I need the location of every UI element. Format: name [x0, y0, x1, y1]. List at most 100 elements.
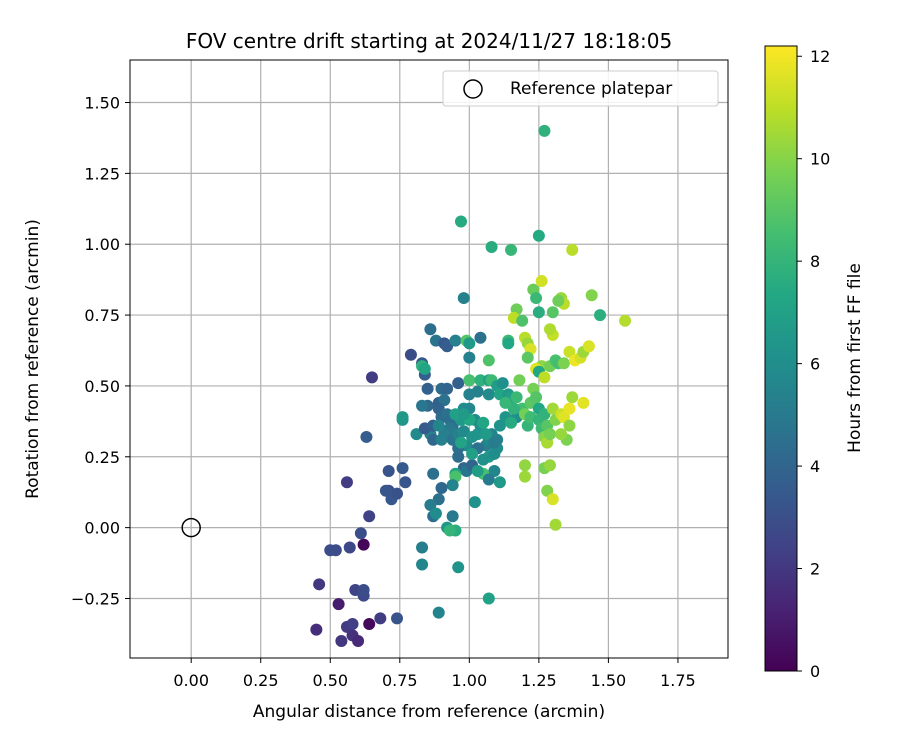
scatter-point [435, 433, 448, 446]
scatter-point [360, 430, 373, 443]
scatter-point [485, 241, 498, 254]
scatter-point [457, 292, 470, 305]
scatter-point [454, 215, 467, 228]
scatter-point [619, 314, 632, 327]
scatter-point [516, 314, 529, 327]
scatter-point [518, 470, 531, 483]
plot-frame [129, 59, 729, 659]
scatter-point [488, 447, 501, 460]
colorbar-tick-label: 4 [810, 457, 820, 476]
scatter-point [463, 337, 476, 350]
scatter-point [432, 606, 445, 619]
scatter-point [396, 462, 409, 475]
x-axis-title: Angular distance from reference (arcmin) [253, 702, 605, 722]
scatter-point [499, 396, 512, 409]
scatter-point [443, 524, 456, 537]
colorbar-tick-label: 2 [810, 560, 820, 579]
colorbar-gradient [764, 45, 798, 672]
scatter-point [471, 385, 484, 398]
scatter-point [557, 411, 570, 424]
scatter-point [468, 496, 481, 509]
scatter-point [546, 493, 559, 506]
x-tick-label: 0.00 [173, 671, 209, 690]
scatter-point [538, 371, 551, 384]
scatter-point [513, 374, 526, 387]
scatter-point [457, 408, 470, 421]
scatter-point [518, 459, 531, 472]
legend-box [442, 70, 719, 107]
scatter-point [435, 481, 448, 494]
colorbar-tick-label: 10 [810, 150, 830, 169]
scatter-point [441, 382, 454, 395]
scatter-point [391, 612, 404, 625]
scatter-point [324, 544, 337, 557]
scatter-point [363, 617, 376, 630]
scatter-point [429, 507, 442, 520]
scatter-point [493, 419, 506, 432]
scatter-point [452, 450, 465, 463]
scatter-point [449, 408, 462, 421]
chart-title: FOV centre drift starting at 2024/11/27 … [186, 29, 672, 53]
reference-point-marker [181, 517, 201, 538]
x-tick-label: 0.50 [312, 671, 348, 690]
scatter-point [482, 354, 495, 367]
scatter-point [446, 510, 459, 523]
scatter-point [454, 436, 467, 449]
scatter-point [477, 453, 490, 466]
scatter-point [416, 399, 429, 412]
scatter-point [474, 331, 487, 344]
colorbar-tick-label: 12 [810, 47, 830, 66]
y-axis-title: Rotation from reference (arcmin) [23, 219, 43, 499]
scatter-point [543, 459, 556, 472]
scatter-point [546, 306, 559, 319]
y-tick-label: 0.75 [84, 306, 120, 325]
y-tick-label: 0.25 [84, 448, 120, 467]
scatter-point [354, 527, 367, 540]
scatter-point [530, 292, 543, 305]
y-tick-label: 0.50 [84, 377, 120, 396]
scatter-point [563, 345, 576, 358]
scatter-point [577, 396, 590, 409]
y-axis-ticks: −0.25 0.00 0.25 0.50 0.75 1.00 1.25 1.50 [71, 94, 130, 608]
scatter-point [421, 382, 434, 395]
colorbar-label: Hours from first FF file [845, 263, 865, 453]
scatter-point [363, 510, 376, 523]
scatter-point [543, 428, 556, 441]
scatter-point [352, 634, 365, 647]
scatter-point [424, 323, 437, 336]
colorbar-tick-label: 8 [810, 252, 820, 271]
legend-label: Reference platepar [510, 79, 672, 99]
scatter-point [427, 467, 440, 480]
x-tick-label: 1.00 [452, 671, 488, 690]
scatter-point [493, 388, 506, 401]
scatter-point [471, 464, 484, 477]
scatter-point [566, 391, 579, 404]
scatter-point [557, 357, 570, 370]
scatter-point [563, 419, 576, 432]
scatter-point [335, 634, 348, 647]
scatter-point [532, 229, 545, 242]
scatter-point [452, 377, 465, 390]
colorbar: 0 2 4 6 8 10 12 Hours from first FF file [764, 45, 865, 681]
x-tick-label: 1.50 [591, 671, 627, 690]
scatter-point [332, 598, 345, 611]
y-tick-label: −0.25 [71, 589, 120, 608]
scatter-point [463, 351, 476, 364]
y-tick-label: 1.00 [84, 235, 120, 254]
x-tick-label: 0.25 [243, 671, 279, 690]
scatter-point [310, 623, 323, 636]
scatter-point [549, 518, 562, 531]
scatter-point [582, 340, 595, 353]
y-tick-label: 1.50 [84, 94, 120, 113]
scatter-point [452, 561, 465, 574]
colorbar-tick-label: 0 [810, 662, 820, 681]
scatter-point [382, 464, 395, 477]
scatter-point [357, 583, 370, 596]
scatter-point [505, 243, 518, 256]
scatter-point [449, 334, 462, 347]
scatter-point [482, 388, 495, 401]
scatter-point [482, 592, 495, 605]
scatter-point [502, 337, 515, 350]
scatter-point [488, 436, 501, 449]
scatter-point [521, 351, 534, 364]
